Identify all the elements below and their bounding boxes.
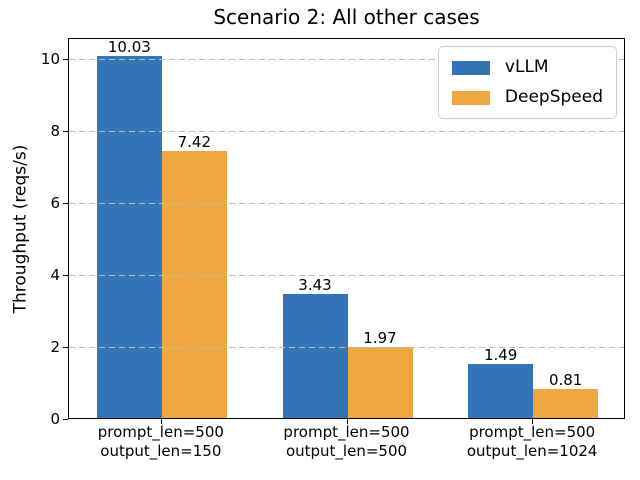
gridline-y6 <box>69 203 624 205</box>
bar-deepspeed-2 <box>533 388 599 418</box>
x-tick-label-1: prompt_len=500 output_len=500 <box>247 423 447 461</box>
x-tick-line1: prompt_len=500 <box>97 423 224 441</box>
bar-value-label: 1.49 <box>483 346 518 365</box>
y-tick-mark-0 <box>63 419 68 420</box>
bar-deepspeed-1 <box>347 347 413 418</box>
y-tick-mark-2 <box>63 346 68 348</box>
x-tick-line1: prompt_len=500 <box>469 423 596 441</box>
bar-value-label: 7.42 <box>177 132 212 151</box>
legend-swatch-deepspeed <box>451 90 490 105</box>
legend-label-deepspeed: DeepSpeed <box>504 87 603 107</box>
legend-label-vllm: vLLM <box>504 57 549 77</box>
x-tick-label-2: prompt_len=500 output_len=1024 <box>432 423 632 461</box>
x-tick-mark-1 <box>346 419 348 424</box>
bar-vllm-2 <box>468 364 534 418</box>
legend-item-deepspeed: DeepSpeed <box>451 87 603 107</box>
y-tick-mark-6 <box>63 202 68 204</box>
y-tick-label-8: 8 <box>50 121 60 140</box>
y-tick-label-6: 6 <box>50 193 60 212</box>
x-tick-line2: output_len=150 <box>100 442 222 460</box>
gridline-y2 <box>69 347 624 349</box>
y-tick-label-10: 10 <box>40 49 60 68</box>
chart-title: Scenario 2: All other cases <box>213 5 480 29</box>
bar-vllm-0 <box>96 56 162 418</box>
bar-deepspeed-0 <box>161 150 227 418</box>
legend-swatch-vllm <box>451 60 490 75</box>
plot-area: 10.03 3.43 1.49 7.42 1.97 0.81 vLLM DeepSpeed <box>68 38 625 419</box>
x-tick-line2: output_len=1024 <box>466 442 598 460</box>
x-tick-line1: prompt_len=500 <box>283 423 410 441</box>
y-tick-mark-4 <box>63 274 68 276</box>
x-tick-mark-2 <box>532 419 534 424</box>
x-tick-mark-0 <box>160 419 162 424</box>
y-axis-label: Throughput (reqs/s) <box>10 144 31 314</box>
gridline-y4 <box>69 275 624 277</box>
bar-value-label: 1.97 <box>363 328 397 347</box>
y-tick-label-0: 0 <box>50 410 60 428</box>
y-tick-label-2: 2 <box>50 337 60 356</box>
legend-item-vllm: vLLM <box>451 57 603 77</box>
bar-vllm-1 <box>282 294 348 418</box>
x-tick-line2: output_len=500 <box>285 442 408 460</box>
y-tick-mark-10 <box>63 58 68 60</box>
y-tick-mark-8 <box>63 130 68 132</box>
bar-value-label: 3.43 <box>298 276 332 295</box>
bar-value-label: 0.81 <box>548 370 583 389</box>
bar-value-label: 10.03 <box>107 38 151 57</box>
gridline-y8 <box>69 131 624 133</box>
y-tick-label-4: 4 <box>50 265 60 284</box>
legend: vLLM DeepSpeed <box>437 46 617 119</box>
gridline-y10 <box>69 59 624 61</box>
x-tick-label-0: prompt_len=500 output_len=150 <box>61 423 261 461</box>
